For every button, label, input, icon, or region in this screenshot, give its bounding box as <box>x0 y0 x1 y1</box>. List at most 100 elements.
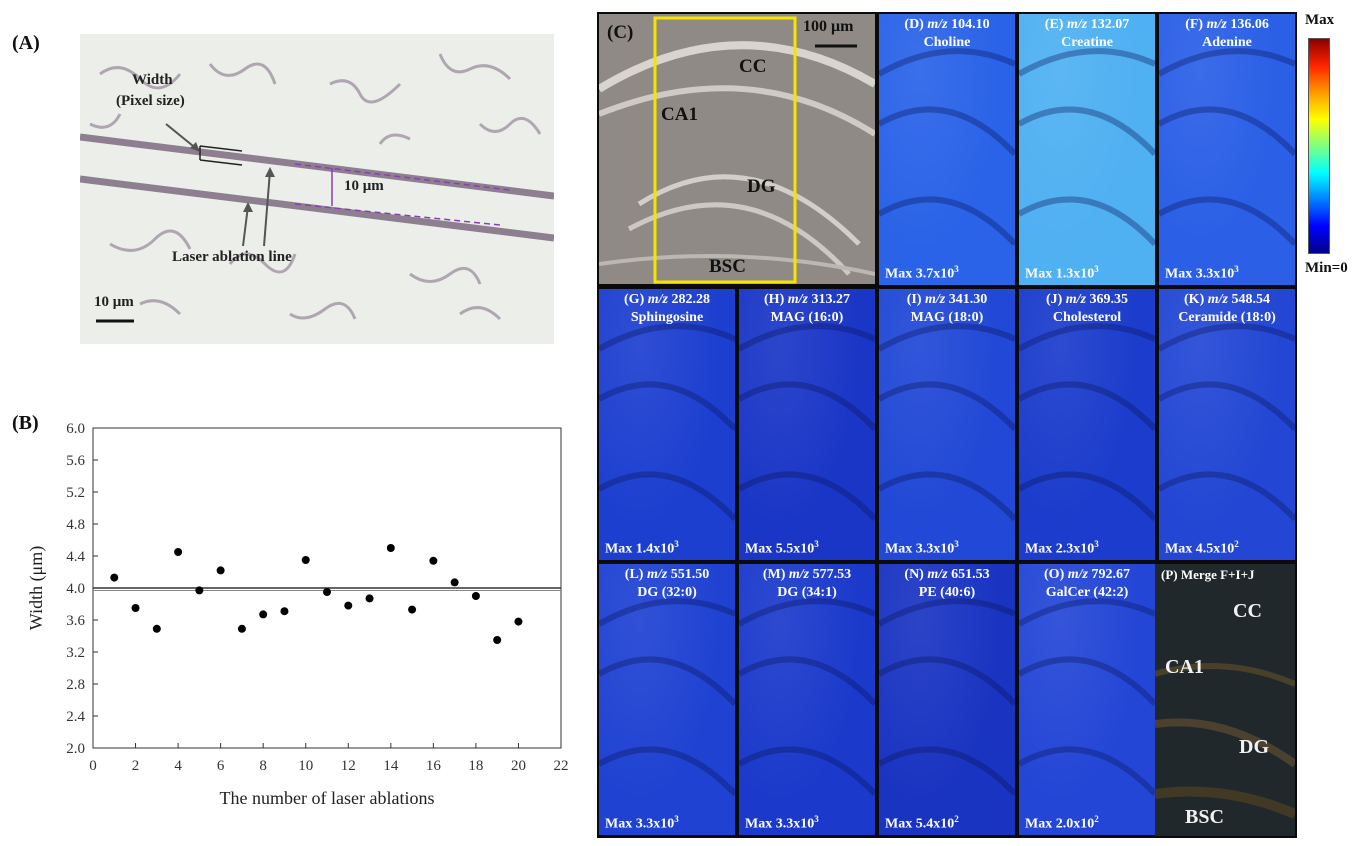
ms-tile-texture <box>1019 598 1155 797</box>
x-tick-label: 8 <box>259 758 267 774</box>
ms-tile-max: Max 3.3x103 <box>1165 264 1239 282</box>
data-point <box>174 548 183 556</box>
ms-tile-mz: (I) m/z 341.30 <box>906 292 988 307</box>
optical-brain-tile: (C) 100 μm CC CA1 DG BSC <box>599 14 875 284</box>
y-tick-label: 2.8 <box>66 677 85 693</box>
x-tick-label: 2 <box>132 758 140 774</box>
data-point <box>216 566 225 575</box>
x-tick-label: 6 <box>217 758 225 774</box>
ms-tile-title: (D) m/z 104.10 Choline <box>879 16 1015 52</box>
merge-ca1: CA1 <box>1165 656 1204 678</box>
x-tick-label: 12 <box>341 758 356 774</box>
ms-tile-e: (E) m/z 132.07 Creatine Max 1.3x103 <box>1019 14 1155 285</box>
ms-tile-mz: (N) m/z 651.53 <box>904 567 990 582</box>
y-tick-label: 3.2 <box>66 645 85 661</box>
ms-tile-max: Max 2.3x103 <box>1025 539 1099 557</box>
data-point <box>514 617 523 626</box>
ms-tile-n: (N) m/z 651.53 PE (40:6) Max 5.4x102 <box>879 564 1015 835</box>
width-scatter-chart: 2.0 2.4 2.8 3.2 3.6 4.0 4.4 4.8 5.2 5.6 6.0 0 2 4 6 8 10… <box>26 421 569 808</box>
ms-tile-texture <box>879 323 1015 522</box>
y-tick-label: 4.8 <box>66 517 85 533</box>
panel-a-label: (A) <box>12 32 40 54</box>
ms-tile-texture <box>879 48 1015 247</box>
ms-tile-texture <box>739 323 875 522</box>
ms-tile-title: (H) m/z 313.27 MAG (16:0) <box>739 291 875 327</box>
ms-tile-texture <box>1019 48 1155 247</box>
merge-bsc: BSC <box>1185 806 1224 828</box>
ms-tile-texture <box>1159 48 1295 247</box>
y-tick-label: 5.6 <box>66 453 85 469</box>
data-point <box>152 624 161 633</box>
panel-c-label: (C) <box>607 22 634 43</box>
ms-tile-max: Max 5.4x102 <box>885 814 959 832</box>
ablation-line-label: Laser ablation line <box>172 249 292 265</box>
y-tick-label: 2.0 <box>66 741 85 757</box>
x-tick-label: 22 <box>554 758 569 774</box>
ms-tile-mz: (D) m/z 104.10 <box>904 17 990 32</box>
ms-tile-mz: (G) m/z 282.28 <box>624 292 710 307</box>
ms-tile-mz: (J) m/z 369.35 <box>1045 292 1129 307</box>
ms-tile-k: (K) m/z 548.54 Ceramide (18:0) Max 4.5x102 <box>1159 289 1295 560</box>
ms-tile-texture <box>1019 323 1155 522</box>
ms-tile-mz: (H) m/z 313.27 <box>764 292 850 307</box>
pixel-size-label: (Pixel size) <box>116 93 185 109</box>
x-tick-label: 18 <box>468 758 483 774</box>
ms-tile-max: Max 3.3x103 <box>745 814 819 832</box>
ms-tile-max: Max 2.0x102 <box>1025 814 1099 832</box>
y-axis-title: Width (μm) <box>26 546 47 630</box>
x-axis-title: The number of laser ablations <box>220 788 435 808</box>
colorbar-max-label: Max <box>1305 12 1335 28</box>
y-tick-label: 4.0 <box>66 581 85 597</box>
x-tick-label: 4 <box>174 758 182 774</box>
ms-tile-h: (H) m/z 313.27 MAG (16:0) Max 5.5x103 <box>739 289 875 560</box>
ms-tile-compound: Choline <box>923 35 971 50</box>
ms-tile-compound: DG (32:0) <box>637 585 697 600</box>
data-point <box>386 544 395 552</box>
ms-tile-title: (I) m/z 341.30 MAG (18:0) <box>879 291 1015 327</box>
data-point <box>301 556 310 564</box>
region-dg: DG <box>747 176 776 197</box>
y-tick-label: 4.4 <box>66 549 85 565</box>
colorbar-min-label: Min=0 <box>1305 260 1348 276</box>
micrograph-texture <box>80 34 554 344</box>
data-point <box>259 610 268 619</box>
ms-image-grid: (C) 100 μm CC CA1 DG BSC (D) m/z 104.10 C… <box>597 12 1297 838</box>
ms-tile-compound: MAG (16:0) <box>770 310 844 325</box>
ms-tile-title: (E) m/z 132.07 Creatine <box>1019 16 1155 52</box>
width-label: Width <box>132 72 173 88</box>
panel-b-label: (B) <box>12 412 39 434</box>
ms-tile-compound: PE (40:6) <box>918 585 976 600</box>
ms-tile-texture <box>1159 323 1295 522</box>
ms-tile-texture <box>599 598 735 797</box>
ms-tile-compound: MAG (18:0) <box>910 310 984 325</box>
panel-c-scale: 100 μm <box>803 18 854 35</box>
data-point <box>110 573 119 582</box>
data-point <box>344 601 353 610</box>
data-point <box>131 604 140 612</box>
y-tick-label: 5.2 <box>66 485 85 501</box>
ms-tile-texture <box>599 323 735 522</box>
merge-title: (P) Merge F+I+J <box>1161 567 1255 582</box>
ms-tile-title: (G) m/z 282.28 Sphingosine <box>599 291 735 327</box>
merge-cc: CC <box>1233 600 1262 622</box>
ms-tile-compound: GalCer (42:2) <box>1045 585 1129 600</box>
ms-tile-max: Max 1.4x103 <box>605 539 679 557</box>
micrograph-panel-a: Width (Pixel size) 10 μm Laser ablation … <box>80 34 554 344</box>
ms-tile-j: (J) m/z 369.35 Cholesterol Max 2.3x103 <box>1019 289 1155 560</box>
ms-tile-max: Max 5.5x103 <box>745 539 819 557</box>
data-point <box>493 636 502 644</box>
ms-tile-d: (D) m/z 104.10 Choline Max 3.7x103 <box>879 14 1015 285</box>
ms-tile-o: (O) m/z 792.67 GalCer (42:2) Max 2.0x102 <box>1019 564 1155 835</box>
data-point <box>450 578 459 587</box>
ms-tile-max: Max 3.7x103 <box>885 264 959 282</box>
region-cc: CC <box>739 56 767 77</box>
ms-tile-f: (F) m/z 136.06 Adenine Max 3.3x103 <box>1159 14 1295 285</box>
ms-tile-compound: Creatine <box>1061 35 1113 50</box>
ms-tile-l: (L) m/z 551.50 DG (32:0) Max 3.3x103 <box>599 564 735 835</box>
ms-tile-max: Max 3.3x103 <box>885 539 959 557</box>
spacing-label: 10 μm <box>344 178 384 194</box>
ms-tile-compound: Ceramide (18:0) <box>1178 310 1276 325</box>
ms-tile-mz: (F) m/z 136.06 <box>1185 17 1269 32</box>
y-tick-label: 2.4 <box>66 709 85 725</box>
x-tick-label: 16 <box>426 758 442 774</box>
